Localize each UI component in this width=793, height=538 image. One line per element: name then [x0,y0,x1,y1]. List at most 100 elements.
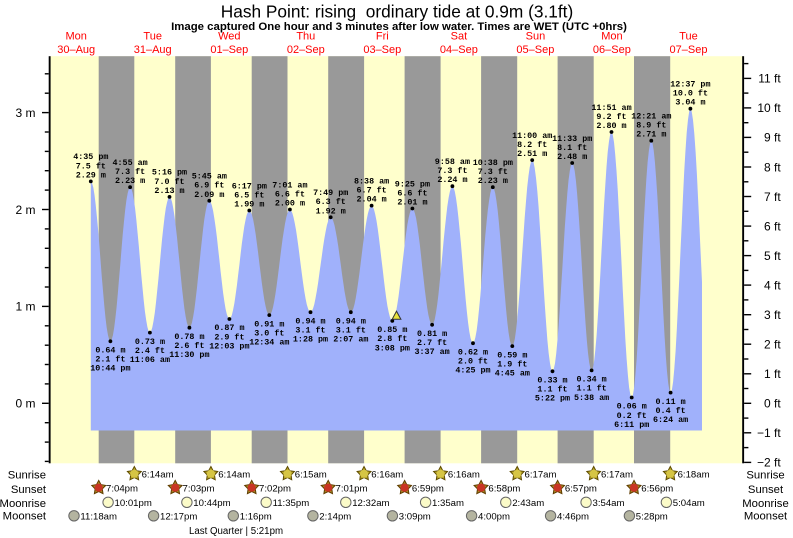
svg-text:2:43am: 2:43am [512,498,544,509]
svg-text:2.01 m: 2.01 m [397,198,427,208]
svg-text:1:35am: 1:35am [432,498,464,509]
svg-text:0.59 m: 0.59 m [497,350,527,360]
svg-text:03–Sep: 03–Sep [363,44,401,56]
svg-text:12:03 pm: 12:03 pm [209,341,249,351]
svg-text:06–Sep: 06–Sep [593,44,631,56]
svg-text:6:16am: 6:16am [371,470,403,481]
svg-text:6:17 pm: 6:17 pm [232,181,267,191]
svg-text:Sun: Sun [526,31,546,43]
svg-text:12:21 am: 12:21 am [631,112,671,122]
svg-text:Hash Point: rising ordinary t: Hash Point: rising ordinary tide at 0.9m… [221,2,574,22]
svg-text:7.5 ft: 7.5 ft [76,161,106,171]
svg-text:3.0 ft: 3.0 ft [254,328,284,338]
svg-text:0.64 m: 0.64 m [95,346,125,356]
svg-text:Mon: Mon [65,31,86,43]
svg-text:−1 ft: −1 ft [757,426,781,440]
svg-text:6:24 am: 6:24 am [653,415,688,425]
svg-text:10 ft: 10 ft [757,101,781,115]
svg-text:10:44 pm: 10:44 pm [90,364,130,374]
svg-text:3:09pm: 3:09pm [399,512,431,523]
svg-text:3 ft: 3 ft [764,308,781,322]
svg-text:2.1 ft: 2.1 ft [95,355,125,365]
svg-text:8.9 ft: 8.9 ft [636,121,666,131]
svg-text:7:02pm: 7:02pm [259,483,291,494]
svg-text:11:51 am: 11:51 am [591,103,631,113]
svg-text:11:06 am: 11:06 am [130,355,170,365]
svg-text:1 ft: 1 ft [764,367,781,381]
svg-text:6:56pm: 6:56pm [641,483,673,494]
svg-text:04–Sep: 04–Sep [440,44,478,56]
svg-text:3:54am: 3:54am [593,498,625,509]
svg-text:0.81 m: 0.81 m [417,329,447,339]
svg-text:1.99 m: 1.99 m [234,200,264,210]
svg-text:10:38 pm: 10:38 pm [473,158,513,168]
svg-text:6:18am: 6:18am [678,470,710,481]
svg-text:6.6 ft: 6.6 ft [275,189,305,199]
svg-text:7 ft: 7 ft [764,190,781,204]
svg-text:0 ft: 0 ft [764,397,781,411]
svg-text:0.94 m: 0.94 m [336,316,366,326]
svg-text:2:14pm: 2:14pm [319,512,351,523]
svg-text:7:04pm: 7:04pm [106,483,138,494]
svg-text:1.1 ft: 1.1 ft [577,384,607,394]
svg-text:Tue: Tue [679,31,698,43]
svg-text:0.06 m: 0.06 m [617,402,647,412]
svg-text:7:03pm: 7:03pm [183,483,215,494]
svg-text:Mon: Mon [601,31,622,43]
svg-text:0.34 m: 0.34 m [577,375,607,385]
svg-text:2.6 ft: 2.6 ft [174,341,204,351]
svg-text:4 ft: 4 ft [764,278,781,292]
svg-text:4:45 am: 4:45 am [495,369,530,379]
svg-text:0.87 m: 0.87 m [214,323,244,333]
svg-text:4:35 pm: 4:35 pm [73,152,108,162]
svg-text:2 ft: 2 ft [764,338,781,352]
svg-text:2.80 m: 2.80 m [596,121,626,131]
svg-text:3:37 am: 3:37 am [415,347,450,357]
svg-text:2.23 m: 2.23 m [478,176,508,186]
svg-text:6.6 ft: 6.6 ft [397,188,427,198]
svg-text:Image captured One hour and 3: Image captured One hour and 3 minutes af… [171,21,627,33]
svg-text:8:38 am: 8:38 am [354,176,389,186]
svg-text:5:38 am: 5:38 am [574,393,609,403]
svg-text:12:37 pm: 12:37 pm [670,80,710,90]
svg-text:Sat: Sat [451,31,468,43]
svg-text:0.4 ft: 0.4 ft [656,406,686,416]
svg-text:6:14am: 6:14am [142,470,174,481]
svg-text:Tue: Tue [143,31,162,43]
svg-text:8.1 ft: 8.1 ft [557,143,587,153]
svg-text:6:11 pm: 6:11 pm [614,420,649,430]
svg-text:2.8 ft: 2.8 ft [377,334,407,344]
svg-text:6:59pm: 6:59pm [412,483,444,494]
svg-text:9.2 ft: 9.2 ft [596,112,626,122]
svg-text:10.0 ft: 10.0 ft [673,89,708,99]
svg-text:4:00pm: 4:00pm [478,512,510,523]
svg-text:6:17am: 6:17am [601,470,633,481]
svg-text:1.1 ft: 1.1 ft [537,385,567,395]
svg-text:11:00 am: 11:00 am [512,131,552,141]
svg-text:0.11 m: 0.11 m [656,397,686,407]
svg-text:2.4 ft: 2.4 ft [135,346,165,356]
svg-text:3.1 ft: 3.1 ft [336,326,366,336]
svg-text:0.91 m: 0.91 m [254,319,284,329]
svg-text:2.0 ft: 2.0 ft [458,357,488,367]
svg-text:07–Sep: 07–Sep [670,44,708,56]
svg-text:7.3 ft: 7.3 ft [437,166,467,176]
svg-text:12:32am: 12:32am [352,498,389,509]
svg-text:4:55 am: 4:55 am [113,158,148,168]
svg-text:5:04am: 5:04am [673,498,705,509]
svg-text:4:46pm: 4:46pm [557,512,589,523]
svg-text:30–Aug: 30–Aug [57,44,95,56]
svg-text:7.3 ft: 7.3 ft [115,167,145,177]
svg-text:Fri: Fri [376,31,389,43]
svg-text:2.71 m: 2.71 m [636,130,666,140]
svg-text:2.51 m: 2.51 m [517,149,547,159]
svg-text:0 m: 0 m [15,397,35,411]
svg-text:11 ft: 11 ft [758,72,781,86]
svg-text:11:35pm: 11:35pm [273,498,310,509]
svg-text:12:34 am: 12:34 am [249,338,289,348]
svg-text:1:28 pm: 1:28 pm [293,335,328,345]
svg-text:7.3 ft: 7.3 ft [478,167,508,177]
svg-text:6:14am: 6:14am [218,470,250,481]
svg-text:11:33 pm: 11:33 pm [552,134,592,144]
svg-text:2.04 m: 2.04 m [357,195,387,205]
